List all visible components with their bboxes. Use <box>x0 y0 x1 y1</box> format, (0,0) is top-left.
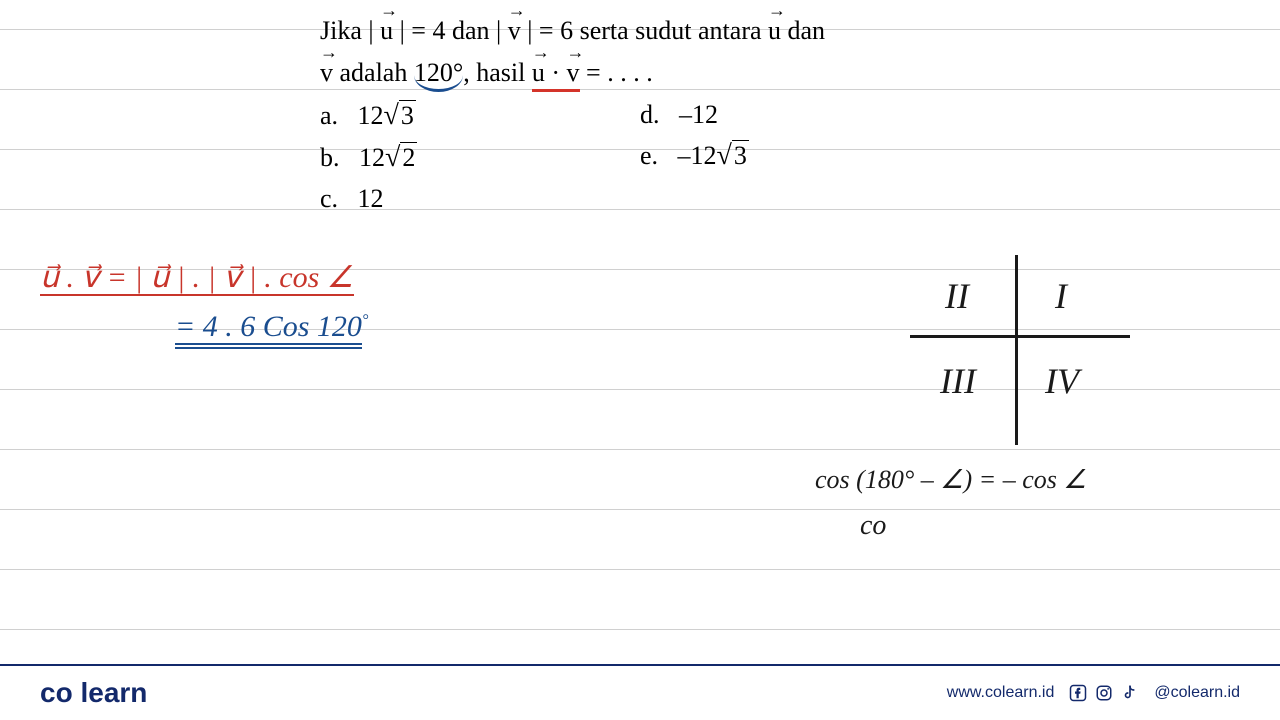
vertical-axis <box>1015 255 1018 445</box>
handwritten-formula-definition: u⃗ . v⃗ = | u⃗ | . | v⃗ | . cos ∠ <box>40 260 354 295</box>
formula-text: = 4 . 6 Cos 120 <box>175 310 362 345</box>
option-label: c. <box>320 184 338 213</box>
option-a: a. 123 <box>320 100 417 132</box>
options-column-1: a. 123 b. 122 c. 12 <box>320 100 417 224</box>
option-e: e. –123 <box>640 140 749 172</box>
option-value: 12 <box>358 184 384 213</box>
quadrant-1-label: I <box>1055 275 1067 317</box>
option-value: –12 <box>679 100 718 129</box>
text: = . . . . <box>580 58 653 87</box>
handwritten-cos-identity: cos (180° – ∠) = – cos ∠ <box>815 465 1087 495</box>
angle-value: 120° <box>414 58 463 92</box>
website-url[interactable]: www.colearn.id <box>947 684 1055 702</box>
option-value: –12 <box>678 141 717 170</box>
vector-u: u <box>768 10 781 52</box>
option-label: a. <box>320 101 338 130</box>
option-value: 12 <box>358 101 384 130</box>
text: dan <box>781 16 825 45</box>
option-b: b. 122 <box>320 142 417 174</box>
sqrt-icon: 3 <box>384 100 416 132</box>
text: , hasil <box>463 58 532 87</box>
vector-u: u <box>380 10 393 52</box>
brand-logo: co learn <box>40 677 147 709</box>
brand-part-1: co <box>40 677 73 708</box>
sqrt-icon: 2 <box>385 142 417 174</box>
option-value: 12 <box>359 143 385 172</box>
quadrant-2-label: II <box>945 275 969 317</box>
quadrant-diagram: II I III IV <box>880 255 1130 435</box>
sqrt-icon: 3 <box>717 140 749 172</box>
option-d: d. –12 <box>640 100 749 130</box>
text: adalah <box>333 58 414 87</box>
footer-right: www.colearn.id @colearn.id <box>947 683 1240 703</box>
brand-part-2: learn <box>80 677 147 708</box>
dot-product: u · v <box>532 58 580 92</box>
question-line-2: v adalah 120°, hasil u · v = . . . . <box>320 52 825 94</box>
footer-bar: co learn www.colearn.id @colearn.id <box>0 664 1280 720</box>
option-c: c. 12 <box>320 184 417 214</box>
social-handle[interactable]: @colearn.id <box>1154 684 1240 702</box>
handwritten-formula-substitution: = 4 . 6 Cos 120° <box>175 310 368 349</box>
option-label: e. <box>640 141 658 170</box>
question-text: Jika | u | = 4 dan | v | = 6 serta sudut… <box>320 10 825 93</box>
option-label: b. <box>320 143 340 172</box>
handwritten-partial: co <box>860 510 886 542</box>
social-icons <box>1068 683 1140 703</box>
formula-text: u⃗ . v⃗ = | u⃗ | . | v⃗ | . cos ∠ <box>40 261 354 296</box>
facebook-icon[interactable] <box>1068 683 1088 703</box>
quadrant-4-label: IV <box>1045 360 1079 402</box>
vector-v: v <box>508 10 521 52</box>
option-label: d. <box>640 100 660 129</box>
instagram-icon[interactable] <box>1094 683 1114 703</box>
degree-symbol: ° <box>362 312 368 329</box>
quadrant-3-label: III <box>940 360 976 402</box>
text: | = 6 serta sudut antara <box>521 16 768 45</box>
tiktok-icon[interactable] <box>1120 683 1140 703</box>
options-column-2: d. –12 e. –123 <box>640 100 749 182</box>
horizontal-axis <box>910 335 1130 338</box>
text: | = 4 dan | <box>393 16 508 45</box>
vector-v: v <box>320 52 333 94</box>
